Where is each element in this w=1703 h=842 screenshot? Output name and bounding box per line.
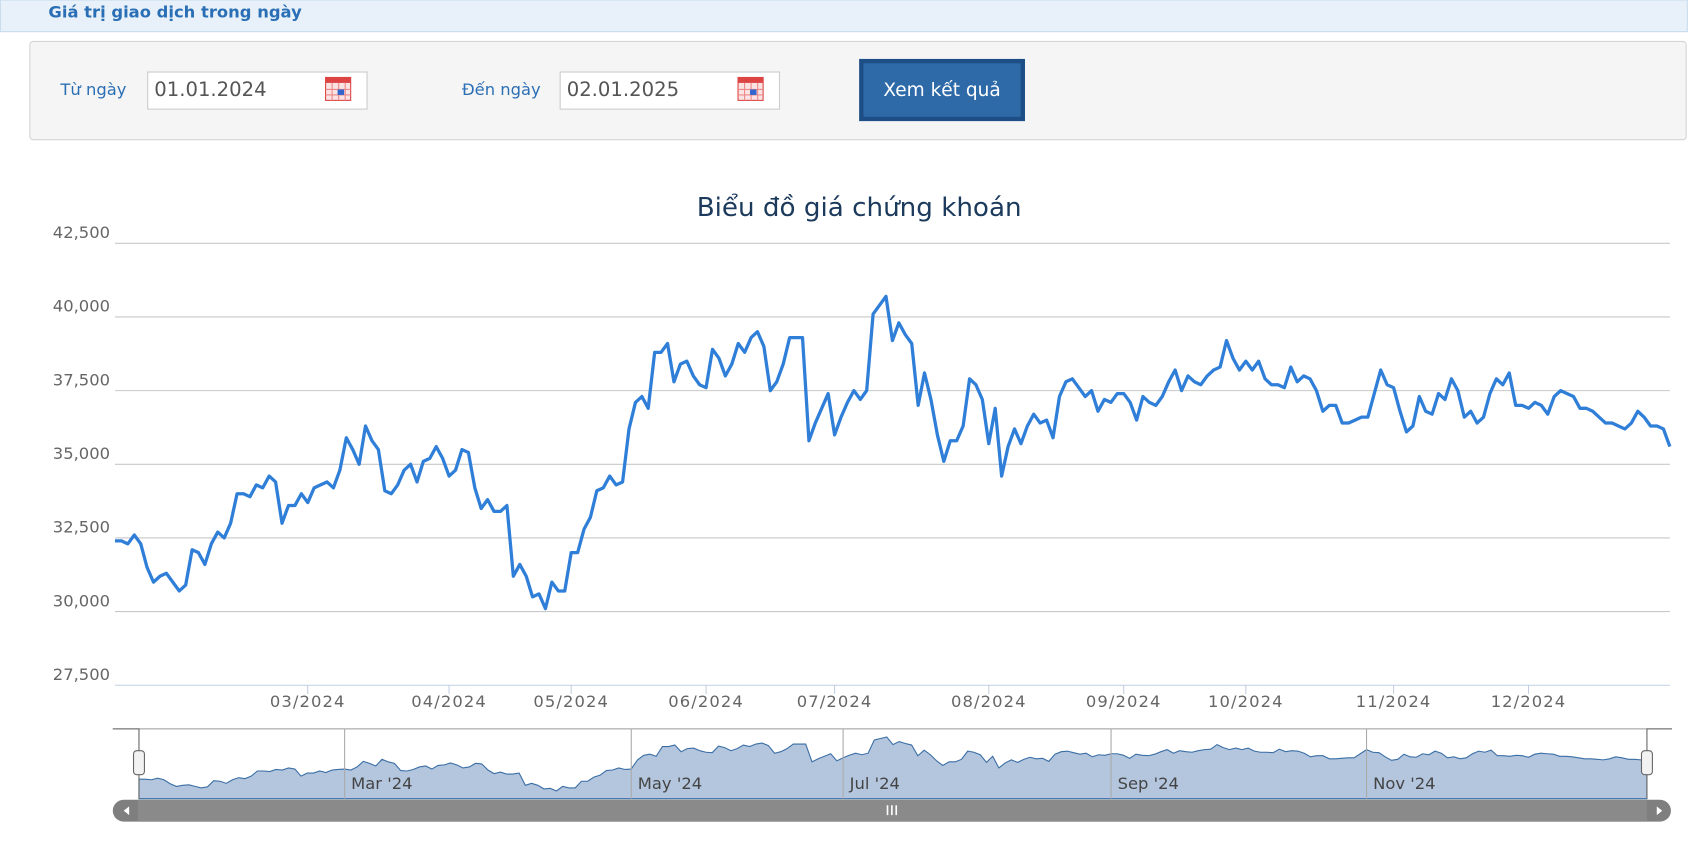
x-tick-label: 07/2024 [797, 692, 873, 711]
price-line [114, 294, 1672, 611]
y-tick-label: 35,000 [53, 444, 110, 463]
calendar-icon[interactable] [325, 76, 352, 101]
x-tick-label: 12/2024 [1491, 692, 1567, 711]
to-value[interactable]: 02.01.2025 [567, 78, 679, 101]
to-input[interactable]: 02.01.2025 [559, 71, 781, 110]
x-tick-label: 03/2024 [270, 692, 346, 711]
header-title: Giá trị giao dịch trong ngày [48, 3, 302, 22]
x-tick-label: 06/2024 [668, 692, 744, 711]
navigator-handle[interactable] [1640, 750, 1653, 776]
y-tick-label: 30,000 [53, 591, 110, 610]
y-tick-label: 40,000 [53, 297, 110, 316]
x-tick-label: 04/2024 [411, 692, 487, 711]
x-tick-label: 09/2024 [1086, 692, 1162, 711]
from-input[interactable]: 01.01.2024 [147, 71, 368, 110]
y-tick-label: 42,500 [53, 223, 110, 242]
form-box [29, 40, 1687, 141]
y-tick-label: 27,500 [53, 665, 110, 684]
calendar-icon[interactable] [737, 76, 764, 101]
navigator-label: Sep '24 [1118, 774, 1179, 793]
chart-title: Biểu đồ giá chứng khoán [697, 192, 1022, 223]
navigator-label: May '24 [638, 774, 702, 793]
submit-button[interactable]: Xem kết quả [859, 58, 1025, 122]
header-bar [0, 0, 1688, 33]
navigator-label: Jul '24 [849, 774, 900, 793]
button-label[interactable]: Xem kết quả [883, 79, 1000, 101]
to-label: Đến ngày [462, 80, 541, 99]
from-label: Từ ngày [59, 80, 126, 99]
navigator-label: Mar '24 [351, 774, 412, 793]
scroll-left[interactable] [123, 806, 130, 816]
navigator-outline [112, 728, 1673, 799]
navigator-area [138, 736, 1648, 800]
plot: 27,500 30,000 32,500 35,000 37,500 40,000 42,5… [53, 223, 1673, 822]
navigator: Mar '24 May '24 Jul '24 Sep '24 Nov '24 [112, 728, 1673, 822]
scroll-right[interactable] [1656, 806, 1663, 816]
navigator-label: Nov '24 [1373, 774, 1435, 793]
x-tick-label: 10/2024 [1208, 692, 1284, 711]
scrollbar-grip [886, 805, 898, 816]
x-tick-label: 11/2024 [1356, 692, 1432, 711]
x-tick-label: 08/2024 [951, 692, 1027, 711]
y-tick-label: 32,500 [53, 518, 110, 537]
x-tick-label: 05/2024 [533, 692, 609, 711]
from-value[interactable]: 01.01.2024 [154, 78, 266, 101]
y-tick-label: 37,500 [53, 370, 110, 389]
navigator-handle[interactable] [132, 750, 145, 776]
